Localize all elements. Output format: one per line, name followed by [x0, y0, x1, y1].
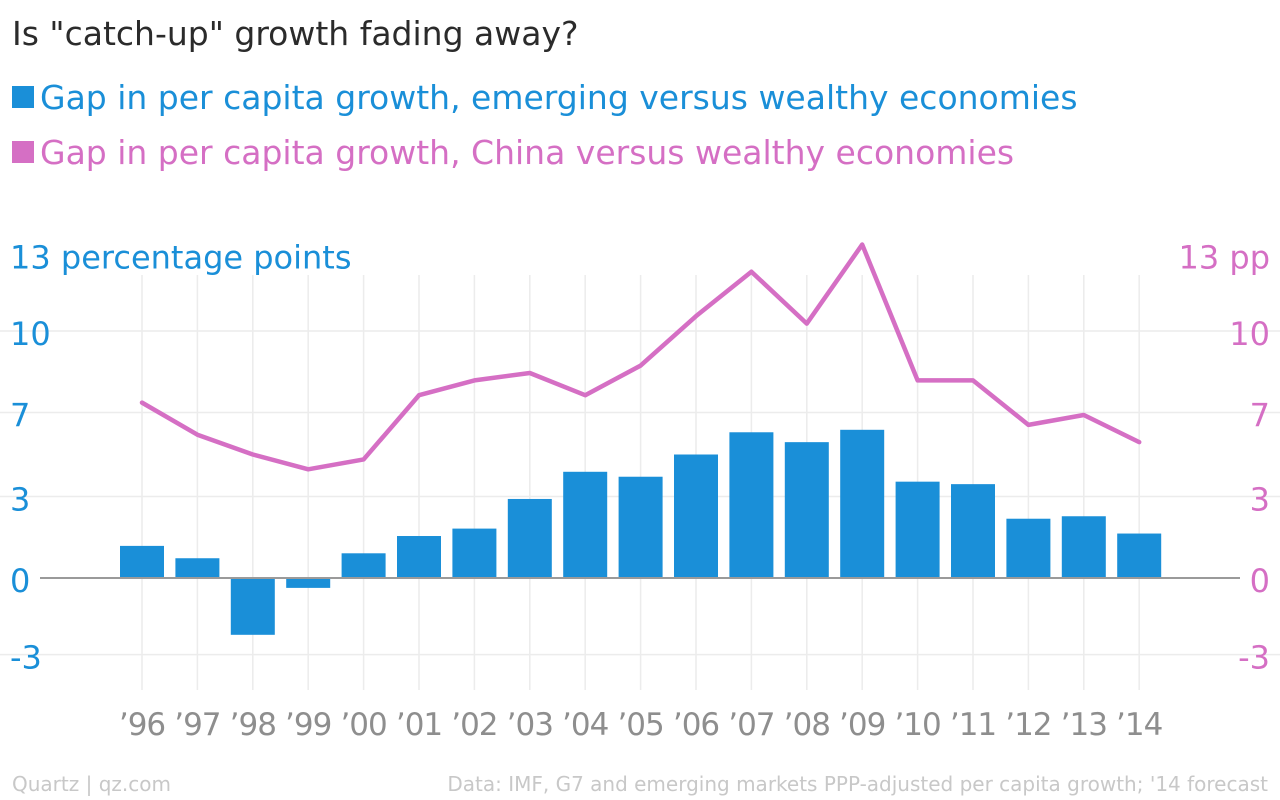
- x-tick-label: ’01: [396, 707, 442, 743]
- legend-item-emerging: Gap in per capita growth, emerging versu…: [12, 78, 1078, 117]
- x-tick-label: ’00: [340, 707, 386, 743]
- y-axis-label-right: 13 pp: [1178, 238, 1270, 276]
- bar: [840, 429, 885, 578]
- x-tick-label: ’11: [950, 707, 996, 743]
- bar: [618, 476, 663, 578]
- y-tick-label-right: 7: [1250, 397, 1270, 435]
- y-tick-label-left: 3: [10, 480, 30, 518]
- x-tick-label: ’03: [507, 707, 553, 743]
- bar: [341, 553, 386, 578]
- y-tick-label-right: 3: [1250, 480, 1270, 518]
- bar: [1061, 516, 1106, 578]
- x-tick-label: ’04: [562, 707, 608, 743]
- x-tick-label: ’08: [784, 707, 830, 743]
- y-tick-label-left: 10: [10, 315, 51, 353]
- legend-label-emerging: Gap in per capita growth, emerging versu…: [40, 78, 1078, 117]
- bar: [286, 578, 331, 588]
- x-tick-label: ’14: [1116, 707, 1162, 743]
- bar: [674, 454, 718, 578]
- bar: [175, 558, 220, 578]
- bar: [452, 528, 497, 578]
- x-tick-label: ’99: [285, 707, 331, 743]
- source-credit: Quartz | qz.com: [12, 772, 171, 796]
- bar: [951, 484, 995, 578]
- series-line: [139, 242, 1142, 472]
- y-tick-label-right: 0: [1250, 562, 1270, 600]
- y-tick-label-left: 7: [10, 397, 30, 435]
- legend-item-china: Gap in per capita growth, China versus w…: [12, 133, 1014, 172]
- x-tick-label: ’98: [230, 707, 276, 743]
- bar: [563, 471, 608, 578]
- bar: [1117, 533, 1162, 578]
- bar: [784, 442, 829, 578]
- x-tick-label: ’02: [451, 707, 497, 743]
- bar: [1006, 518, 1051, 578]
- y-axis-label-left: 13 percentage points: [10, 238, 352, 276]
- bar: [507, 498, 552, 578]
- y-tick-label-right: 10: [1229, 315, 1270, 353]
- legend-label-china: Gap in per capita growth, China versus w…: [40, 133, 1015, 172]
- x-tick-label: ’09: [839, 707, 885, 743]
- bar: [230, 578, 275, 635]
- y-tick-label-left: -3: [10, 639, 42, 677]
- x-tick-label: ’10: [894, 707, 940, 743]
- x-tick-label: ’12: [1005, 707, 1051, 743]
- bar: [895, 481, 940, 578]
- y-tick-label-left: 0: [10, 562, 30, 600]
- legend-swatch-china: [12, 141, 34, 163]
- x-tick-label: ’96: [119, 707, 165, 743]
- x-tick-label: ’05: [617, 707, 663, 743]
- x-tick-label: ’07: [728, 707, 774, 743]
- source-note: Data: IMF, G7 and emerging markets PPP-a…: [447, 772, 1268, 796]
- x-tick-label: ’97: [174, 707, 220, 743]
- x-tick-label: ’06: [673, 707, 719, 743]
- chart-title: Is "catch-up" growth fading away?: [12, 14, 579, 53]
- legend-swatch-emerging: [12, 86, 34, 108]
- bar: [397, 536, 441, 578]
- bar: [120, 545, 164, 578]
- x-tick-label: ’13: [1061, 707, 1107, 743]
- bar: [729, 432, 774, 578]
- y-tick-label-right: -3: [1238, 639, 1270, 677]
